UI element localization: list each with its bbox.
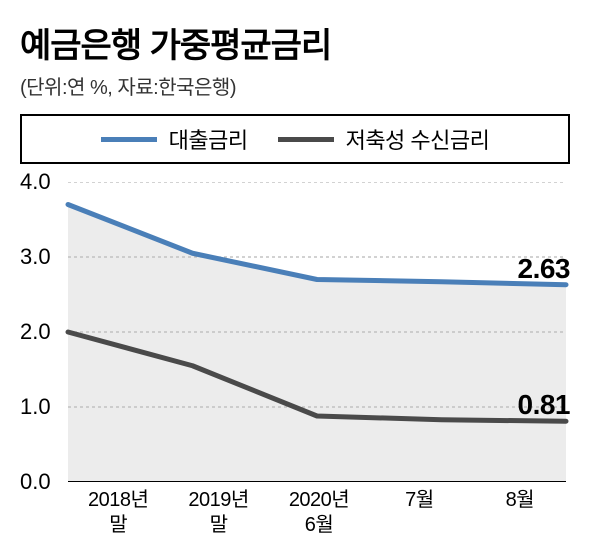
x-tick-label: 8월	[470, 488, 570, 538]
series-end-label: 0.81	[518, 389, 571, 421]
legend-swatch-0	[101, 137, 157, 142]
y-tick-label: 3.0	[20, 244, 51, 270]
x-tick-label: 2020년 6월	[269, 488, 369, 538]
chart-svg	[20, 182, 570, 482]
chart-plot: 0.01.02.03.04.02.630.81	[20, 182, 570, 482]
legend-item: 저축성 수신금리	[278, 123, 490, 155]
legend-label-0: 대출금리	[169, 123, 248, 155]
legend-item: 대출금리	[101, 123, 248, 155]
y-tick-label: 2.0	[20, 319, 51, 345]
y-tick-label: 4.0	[20, 169, 51, 195]
chart-title: 예금은행 가중평균금리	[20, 18, 570, 67]
x-tick-label: 7월	[369, 488, 469, 538]
y-tick-label: 0.0	[20, 469, 51, 495]
chart-subtitle: (단위:연 %, 자료:한국은행)	[20, 71, 570, 100]
legend: 대출금리 저축성 수신금리	[20, 114, 570, 164]
x-tick-label: 2019년 말	[168, 488, 268, 538]
legend-swatch-1	[278, 137, 334, 142]
x-tick-label: 2018년 말	[68, 488, 168, 538]
y-tick-label: 1.0	[20, 394, 51, 420]
x-axis: 2018년 말2019년 말2020년 6월7월8월	[20, 488, 570, 538]
chart-container: 예금은행 가중평균금리 (단위:연 %, 자료:한국은행) 대출금리 저축성 수…	[0, 0, 590, 560]
series-end-label: 2.63	[518, 253, 571, 285]
legend-label-1: 저축성 수신금리	[346, 123, 490, 155]
